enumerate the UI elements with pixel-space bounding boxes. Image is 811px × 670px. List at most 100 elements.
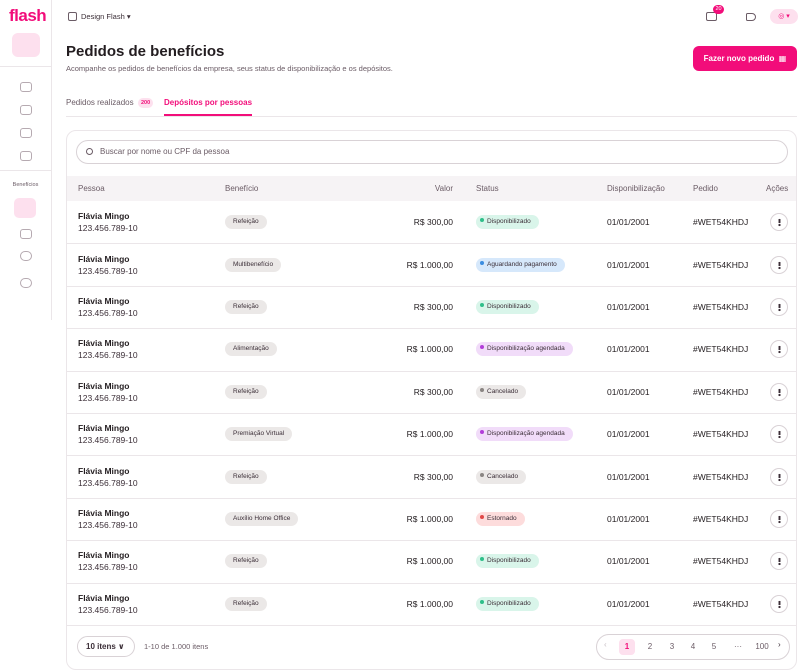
page-button[interactable]: 100 [755,642,769,651]
actions-button[interactable] [770,510,788,528]
status-dot [480,345,484,350]
search-icon [86,148,93,155]
logo[interactable]: flash [9,6,47,25]
actions-button[interactable] [770,382,788,401]
actions-button[interactable] [770,425,788,444]
actions-button[interactable] [770,213,788,232]
order-id: #WET54KHDJ [693,302,749,312]
order-id: #WET54KHDJ [693,514,749,524]
nav-active[interactable] [14,198,36,218]
actions-button[interactable] [770,467,788,486]
column-header: Valor [434,184,453,193]
column-header: Pedido [693,184,718,193]
person-name: Flávia Mingo [78,338,130,349]
status-dot [480,557,484,562]
nav-icon[interactable] [20,151,32,161]
order-id: #WET54KHDJ [693,429,749,440]
actions-button[interactable] [770,340,788,359]
nav-icon[interactable] [20,82,32,92]
benefit-tag: Premiação Virtual [225,427,293,442]
nav-icon[interactable] [20,128,32,138]
divider [0,170,51,171]
date: 01/01/2001 [607,556,650,567]
nav-icon[interactable] [20,105,32,115]
actions-button[interactable] [770,552,788,571]
prev-page[interactable]: ‹ [604,640,607,649]
value: R$ 1.000,00 [406,598,453,609]
status-dot [480,599,484,604]
value: R$ 1.000,00 [406,556,453,567]
actions-button[interactable] [770,594,788,613]
actions-button[interactable] [770,298,788,316]
status-label: Aguardando pagamento [487,260,557,268]
inbox-icon[interactable] [706,12,717,21]
row-divider [67,243,796,245]
value: R$ 1.000,00 [406,259,453,270]
next-page[interactable]: › [778,640,781,649]
status-tag: Disponibilizado [476,554,539,569]
benefit-tag: Refeição [225,596,267,611]
status-label: Disponibilizado [487,303,531,310]
new-order-button[interactable]: Fazer novo pedido ▦ [693,46,797,71]
value: R$ 1.000,00 [406,514,453,524]
status-tag: Disponibilizado [476,300,539,314]
person-cpf: 123.456.789-10 [78,520,138,530]
page-button[interactable]: 3 [669,642,675,651]
tab[interactable]: Depósitos por pessoas [164,98,253,107]
search-input[interactable]: Buscar por nome ou CPF da pessoa [76,140,788,164]
range-text: 1-10 de 1.000 itens [144,642,209,651]
benefit-tag: Refeição [225,300,267,314]
person-cpf: 123.456.789-10 [78,392,138,403]
status-tag: Disponibilização agendada [476,342,573,357]
status-label: Cancelado [487,472,519,480]
value: R$ 300,00 [413,302,453,312]
workspace-switch[interactable]: Design Flash ▾ [81,12,131,21]
benefit-tag: Auxílio Home Office [225,512,299,526]
person-name: Flávia Mingo [78,508,130,518]
row-divider [67,285,796,287]
divider [0,66,51,67]
person-cpf: 123.456.789-10 [78,562,138,573]
page-size: 10 itens [86,642,116,651]
person-name: Flávia Mingo [78,592,130,603]
workspace-name: Design Flash [81,12,125,21]
page-button[interactable]: 4 [690,642,696,651]
person-cpf: 123.456.789-10 [78,350,138,361]
page-title: Pedidos de benefícios [66,43,225,60]
nav-icon[interactable] [20,229,32,239]
page-button[interactable]: ··· [734,642,742,651]
date: 01/01/2001 [607,514,650,524]
row-divider [67,455,796,457]
person-cpf: 123.456.789-10 [78,308,138,318]
actions-button[interactable] [770,255,788,274]
date: 01/01/2001 [607,302,650,312]
benefit-tag: Refeição [225,469,267,484]
page-size-select[interactable]: 10 itens ∨ [77,636,135,657]
home-shortcut[interactable] [12,33,40,57]
nav-icon[interactable] [20,251,32,261]
person-name: Flávia Mingo [78,550,130,561]
search-placeholder: Buscar por nome ou CPF da pessoa [100,147,230,156]
page-button[interactable]: 2 [647,642,653,651]
row-divider [67,497,796,499]
date: 01/01/2001 [607,217,650,228]
column-header: Ações [766,184,789,193]
user-menu[interactable]: ◎ ▾ [770,9,798,24]
announce-icon[interactable] [746,13,756,21]
person-name: Flávia Mingo [78,253,130,264]
value: R$ 1.000,00 [406,344,453,355]
status-dot [480,430,484,435]
page-button[interactable]: 1 [619,639,635,655]
row-divider [67,540,796,542]
tab[interactable]: Pedidos realizados [66,98,134,107]
row-divider [67,582,796,584]
row-divider [67,625,796,626]
value: R$ 300,00 [413,217,453,228]
page-button[interactable]: 5 [711,642,717,651]
nav-icon[interactable] [20,278,32,288]
row-divider [67,413,796,414]
order-id: #WET54KHDJ [693,259,749,270]
table-header [67,176,796,201]
order-id: #WET54KHDJ [693,386,749,397]
